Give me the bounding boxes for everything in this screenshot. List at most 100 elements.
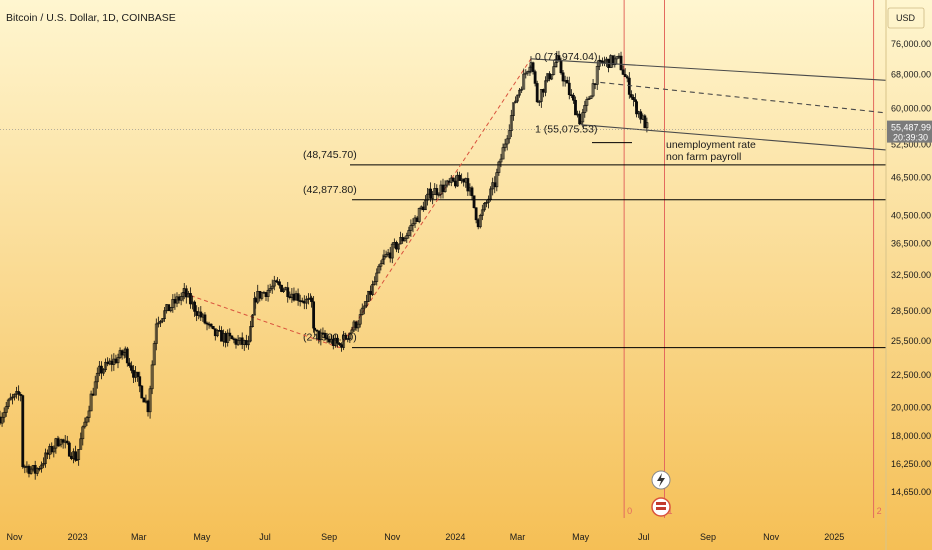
y-tick-label-8: 36,500.00 (891, 239, 931, 249)
y-tick-label-6: 28,500.00 (891, 306, 931, 316)
annotation-unemployment: unemployment rate (666, 139, 756, 151)
candle-body-231 (466, 178, 470, 192)
candle-body-4 (6, 399, 10, 407)
candle-body-117 (236, 340, 240, 345)
candle-body-260 (526, 71, 530, 74)
candle-body-47 (93, 381, 97, 396)
candle-body-107 (215, 330, 219, 337)
candle-body-104 (209, 323, 213, 327)
candle-body-281 (567, 82, 571, 96)
candle-body-138 (278, 281, 281, 286)
candle-body-19 (37, 468, 41, 470)
candle-body-124 (251, 314, 254, 327)
candle-body-11 (21, 395, 25, 467)
candle-body-233 (470, 187, 474, 197)
candle-body-52 (104, 361, 107, 371)
candle-body-5 (8, 397, 12, 401)
candle-body-92 (184, 288, 188, 298)
candle-body-217 (437, 193, 441, 196)
y-tick-label-0: 14,650.00 (891, 487, 931, 497)
candle-body-40 (79, 438, 83, 450)
candle-body-292 (589, 95, 593, 99)
fib-label-1: 1 (55,075.53) (535, 124, 597, 136)
candle-body-78 (156, 322, 160, 325)
candle-body-317 (639, 111, 643, 120)
candle-body-84 (169, 307, 173, 312)
candle-body-249 (503, 143, 507, 148)
candle-body-266 (537, 101, 541, 103)
candle-body-101 (203, 314, 207, 324)
candle-body-190 (382, 256, 386, 260)
candle-body-10 (19, 394, 23, 396)
candle-body-65 (130, 365, 133, 371)
candle-body-123 (249, 326, 252, 342)
candle-body-171 (344, 335, 348, 340)
candle-body-68 (136, 371, 140, 377)
lightning-icon-glyph (657, 473, 665, 487)
candle-body-135 (272, 280, 276, 287)
candle-body-239 (483, 202, 486, 211)
candle-body-22 (44, 452, 47, 464)
candle-body-34 (67, 442, 71, 457)
candle-body-41 (81, 426, 85, 440)
currency-button[interactable] (887, 7, 925, 29)
y-tick-label-7: 32,500.00 (891, 270, 931, 280)
candle-body-247 (499, 158, 503, 163)
candle-body-240 (485, 201, 488, 204)
candle-body-140 (282, 289, 286, 292)
candle-body-154 (310, 297, 313, 303)
x-tick-label-11: Sep (700, 532, 716, 542)
candle-body-161 (323, 332, 327, 339)
candle-body-147 (296, 293, 300, 301)
y-tick-label-11: 52,500.00 (891, 140, 931, 150)
candle-body-263 (531, 62, 535, 72)
candle-body-39 (77, 449, 81, 460)
candle-body-168 (338, 342, 341, 345)
candle-body-250 (505, 138, 509, 145)
event-badges[interactable] (651, 470, 671, 517)
currency-label: USD (896, 13, 916, 23)
candle-body-287 (579, 121, 583, 125)
x-tick-label-6: Nov (384, 532, 401, 542)
fib-retracement: 0 (71,974.04) 1 (55,075.53) (535, 51, 632, 144)
fib-label-0: 0 (71,974.04) (535, 51, 597, 63)
candle-body-295 (595, 65, 599, 85)
candle-body-216 (435, 188, 439, 196)
candle-body-134 (270, 285, 274, 289)
candle-body-184 (371, 283, 375, 295)
candle-body-259 (524, 72, 528, 75)
candle-body-254 (514, 100, 517, 104)
candle-body-309 (623, 74, 627, 77)
candle-body-15 (29, 468, 33, 474)
time-axis[interactable]: Nov 2023 Mar May Jul Sep Nov 2024 Mar May Jul Sep No… (6, 532, 844, 542)
candle-body-155 (312, 301, 316, 329)
candle-body-234 (472, 195, 476, 209)
candle-body-177 (356, 323, 360, 329)
candle-body-194 (390, 243, 394, 259)
candle-body-237 (478, 215, 482, 228)
y-tick-label-12: 60,000.00 (891, 103, 931, 113)
candle-body-70 (140, 385, 144, 399)
candle-body-293 (591, 83, 595, 97)
candle-body-179 (360, 307, 364, 315)
candle-body-94 (189, 293, 192, 305)
y-tick-label-9: 40,500.00 (891, 210, 931, 220)
price-axis[interactable]: USD 14,650.00 16,250.00 18,000.00 20,000.00 2… (885, 0, 932, 550)
candle-body-284 (574, 99, 577, 116)
channel-line-2 (580, 124, 887, 151)
annotation-nonfarm: non farm payroll (666, 151, 741, 163)
candle-body-203 (409, 225, 413, 231)
candle-body-202 (407, 230, 411, 236)
candle-body-185 (373, 281, 377, 285)
x-tick-label-3: May (193, 532, 211, 542)
candle-body-238 (480, 209, 484, 216)
candle-body-235 (474, 207, 478, 221)
candle-body-210 (424, 199, 427, 211)
us-flag-stripe-2 (656, 507, 666, 510)
y-tick-label-10: 46,500.00 (891, 173, 931, 183)
last-price-countdown: 20:39:30 (893, 133, 928, 143)
candle-body-307 (619, 55, 623, 71)
x-tick-label-13: 2025 (824, 532, 844, 542)
candle-body-74 (148, 388, 152, 413)
